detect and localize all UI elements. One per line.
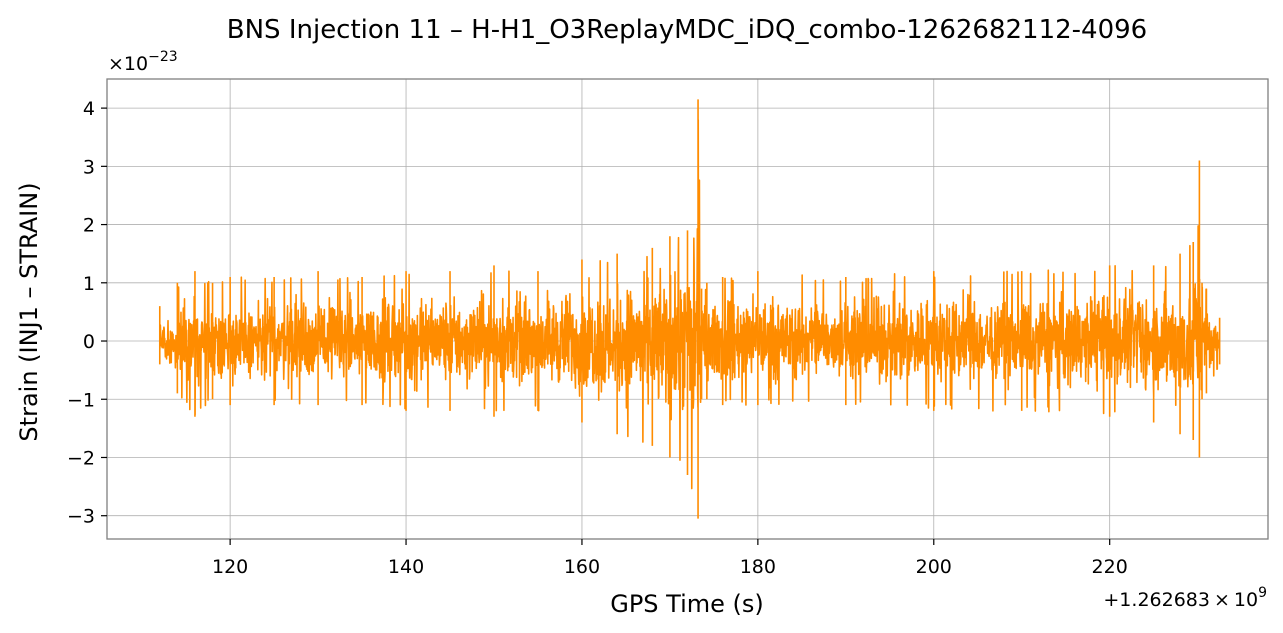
chart-title: BNS Injection 11 – H-H1_O3ReplayMDC_iDQ_…	[227, 15, 1147, 45]
y-tick-label: 3	[83, 156, 95, 178]
x-tick-label: 160	[564, 556, 600, 578]
y-tick-label: −2	[67, 447, 95, 469]
series-layer	[158, 99, 1221, 519]
x-tick-label: 140	[388, 556, 424, 578]
y-axis-label: Strain (INJ1 – STRAIN)	[15, 182, 43, 441]
x-axis: 120 140 160 180 200 220	[212, 539, 1128, 578]
x-tick-label: 200	[916, 556, 952, 578]
plot-frame	[106, 78, 1269, 540]
y-tick-label: −3	[67, 506, 95, 528]
y-tick-label: 2	[83, 215, 95, 237]
x-offset-times: ×	[1214, 589, 1230, 611]
y-tick-label: 4	[83, 98, 95, 120]
x-offset-base: 10	[1234, 589, 1258, 611]
y-scale-exponent: −23	[148, 49, 178, 65]
x-offset-text: +1.262683	[1103, 589, 1210, 611]
y-axis: −3 −2 −1 0 1 2 3 4	[67, 98, 107, 528]
x-offset-exponent: 9	[1258, 585, 1267, 601]
y-scale-prefix: ×10	[108, 53, 148, 75]
x-tick-label: 220	[1092, 556, 1128, 578]
y-tick-label: −1	[67, 389, 95, 411]
y-tick-label: 0	[83, 331, 95, 353]
x-offset-label: +1.262683 × 109	[1103, 585, 1267, 611]
x-axis-label: GPS Time (s)	[610, 590, 764, 618]
x-tick-label: 120	[212, 556, 248, 578]
y-tick-label: 1	[83, 273, 95, 295]
strain-series-line	[158, 99, 1221, 519]
x-tick-label: 180	[740, 556, 776, 578]
y-scale-factor: ×10−23	[108, 49, 178, 75]
